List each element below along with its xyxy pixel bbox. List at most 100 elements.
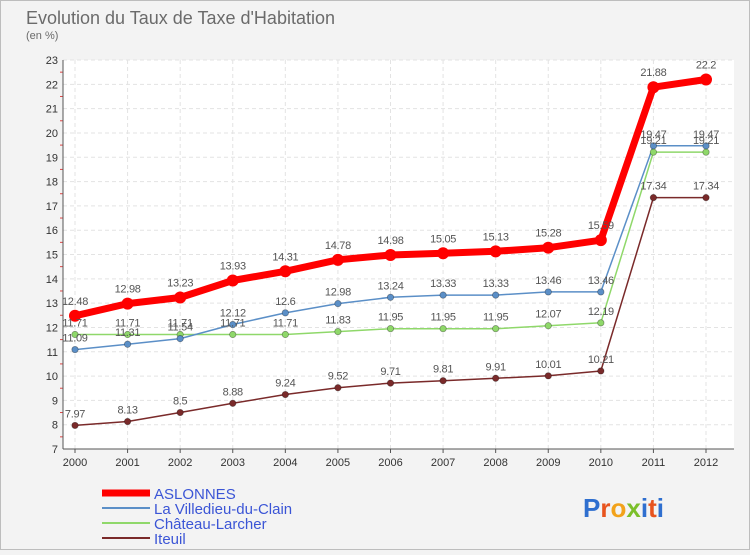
proxiti-logo: Proxiti bbox=[583, 493, 664, 523]
data-label: 19.21 bbox=[640, 135, 666, 147]
y-tick-label: 21 bbox=[46, 104, 58, 116]
data-label: 15.28 bbox=[535, 228, 561, 240]
logo-letter: i bbox=[641, 493, 648, 523]
data-label: 15.59 bbox=[588, 220, 614, 232]
data-point bbox=[597, 319, 605, 327]
data-label: 9.91 bbox=[486, 361, 506, 373]
x-tick-label: 2004 bbox=[273, 457, 297, 469]
data-label: 11.71 bbox=[115, 317, 140, 329]
logo-letter: x bbox=[626, 493, 641, 523]
y-tick-label: 22 bbox=[46, 79, 58, 91]
y-tick-label: 17 bbox=[46, 201, 58, 213]
data-point bbox=[69, 309, 81, 322]
data-label: 11.31 bbox=[115, 327, 140, 339]
data-label: 12.48 bbox=[62, 296, 88, 308]
logo-letter: P bbox=[583, 493, 600, 523]
y-tick-label: 18 bbox=[46, 177, 58, 189]
data-label: 8.5 bbox=[173, 396, 188, 408]
y-tick-label: 13 bbox=[46, 298, 58, 310]
data-point bbox=[544, 322, 552, 330]
data-point bbox=[176, 408, 184, 417]
data-label: 17.34 bbox=[693, 181, 719, 193]
data-point bbox=[702, 194, 710, 202]
data-label: 21.88 bbox=[640, 67, 666, 79]
legend-label: La Villedieu-du-Clain bbox=[154, 501, 292, 518]
data-point bbox=[542, 241, 555, 254]
data-label: 13.24 bbox=[377, 280, 403, 292]
data-label: 9.24 bbox=[275, 378, 295, 390]
data-label: 19.47 bbox=[640, 129, 666, 141]
data-label: 19.21 bbox=[693, 135, 719, 147]
data-label: 11.83 bbox=[325, 315, 350, 327]
axes: 7 8 9 10 11 12 13 14 15 16 17 18 19 20 21 22 23 2000 2001 2… bbox=[46, 55, 734, 469]
data-point bbox=[281, 309, 289, 317]
data-label: 13.46 bbox=[588, 275, 614, 287]
logo-letter: o bbox=[610, 493, 626, 523]
data-point bbox=[121, 297, 134, 310]
data-point bbox=[386, 379, 395, 387]
y-tick-label: 16 bbox=[46, 225, 58, 237]
data-point bbox=[700, 73, 712, 86]
data-label: 12.07 bbox=[535, 309, 561, 321]
data-point bbox=[281, 330, 289, 339]
logo-letter: i bbox=[657, 493, 664, 523]
data-label: 11.95 bbox=[378, 312, 403, 324]
data-label: 15.13 bbox=[483, 231, 509, 243]
data-point bbox=[334, 384, 342, 392]
legend-label: Château-Larcher bbox=[154, 516, 267, 533]
data-point bbox=[439, 291, 447, 299]
data-point bbox=[492, 291, 500, 299]
logo-letter: t bbox=[648, 493, 657, 523]
data-point bbox=[229, 330, 237, 339]
data-point bbox=[176, 335, 184, 343]
data-point bbox=[597, 367, 605, 375]
y-tick-label: 14 bbox=[46, 274, 58, 286]
data-label: 14.31 bbox=[272, 251, 298, 263]
data-point bbox=[544, 288, 552, 296]
data-label: 12.6 bbox=[275, 296, 295, 308]
data-point bbox=[492, 325, 500, 333]
y-tick-label: 9 bbox=[52, 395, 58, 407]
data-point bbox=[544, 372, 552, 380]
data-label: 14.98 bbox=[377, 235, 403, 247]
x-tick-label: 2011 bbox=[642, 457, 666, 469]
data-labels: 12.48 12.98 13.23 13.93 14.31 14.78 14.98 15.05… bbox=[62, 59, 720, 420]
data-label: 13.93 bbox=[220, 261, 246, 273]
data-label: 11.95 bbox=[430, 312, 455, 324]
data-point bbox=[279, 265, 292, 278]
data-point bbox=[386, 325, 395, 333]
data-point bbox=[71, 345, 79, 354]
data-label: 13.46 bbox=[535, 275, 561, 287]
data-point bbox=[439, 377, 447, 385]
data-point bbox=[334, 300, 342, 308]
data-point bbox=[492, 374, 500, 382]
data-label: 17.34 bbox=[640, 181, 666, 193]
y-tick-label: 8 bbox=[52, 420, 58, 432]
data-label: 12.12 bbox=[220, 308, 246, 320]
data-label: 10.01 bbox=[535, 359, 561, 371]
x-tick-label: 2000 bbox=[63, 457, 87, 469]
data-point bbox=[281, 390, 289, 399]
data-label: 12.98 bbox=[325, 287, 351, 299]
data-label: 9.52 bbox=[328, 371, 348, 383]
x-tick-label: 2006 bbox=[378, 457, 402, 469]
y-tick-label: 20 bbox=[46, 128, 58, 140]
data-point bbox=[71, 330, 79, 339]
data-point bbox=[229, 320, 237, 329]
legend-label: ASLONNES bbox=[154, 486, 236, 503]
data-point bbox=[649, 148, 658, 156]
data-point bbox=[597, 288, 605, 296]
data-point bbox=[702, 148, 710, 156]
data-point bbox=[229, 399, 237, 407]
y-tick-label: 11 bbox=[47, 347, 58, 359]
data-label: 13.33 bbox=[483, 278, 509, 290]
x-tick-label: 2012 bbox=[694, 457, 718, 469]
data-label: 12.19 bbox=[588, 306, 614, 318]
data-label: 11.95 bbox=[483, 312, 508, 324]
x-tick-label: 2008 bbox=[483, 457, 507, 469]
data-point bbox=[649, 194, 658, 202]
x-tick-label: 2002 bbox=[168, 457, 192, 469]
data-point bbox=[649, 142, 658, 150]
data-label: 9.71 bbox=[380, 366, 400, 378]
